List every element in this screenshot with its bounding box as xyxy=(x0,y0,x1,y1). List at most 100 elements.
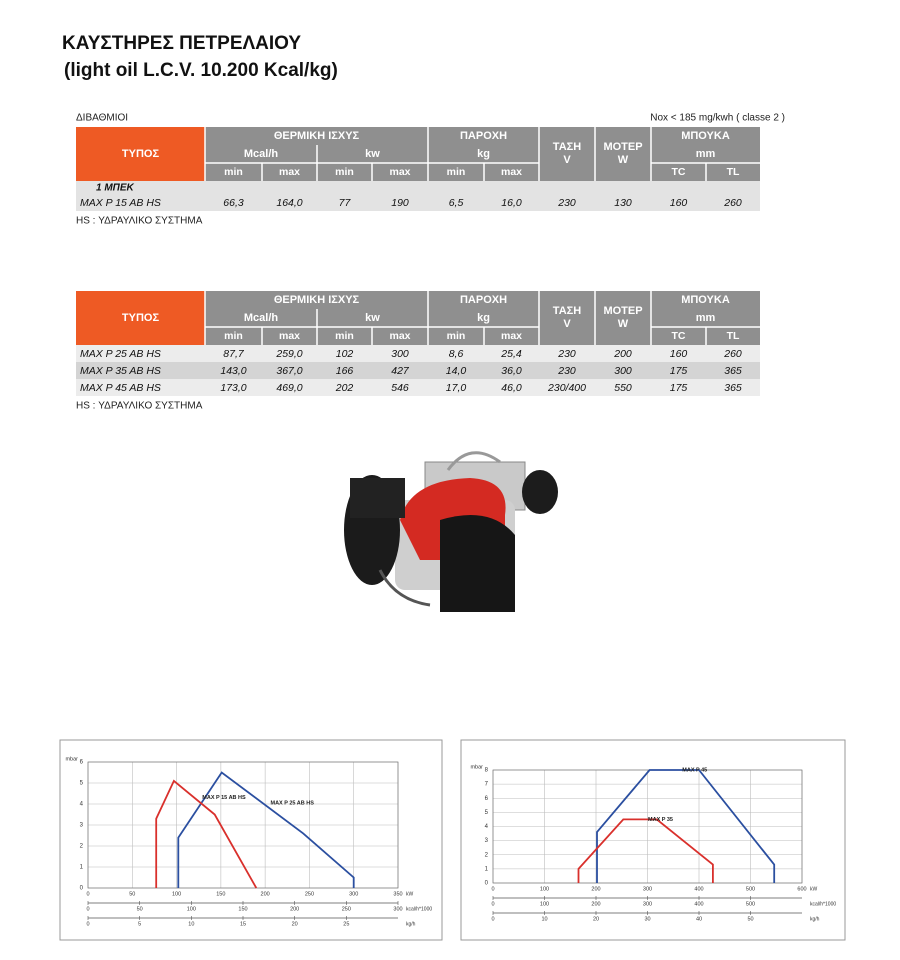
x-tick-label: 600 xyxy=(797,886,806,892)
x-tick-label: 50 xyxy=(137,906,143,912)
y-tick-label: 2 xyxy=(485,852,489,858)
series-label: MAX P 25 AB HS xyxy=(270,800,314,806)
x-axis-unit: kg/h xyxy=(406,921,416,927)
cell-value: 260 xyxy=(723,348,742,360)
cell-value: 87,7 xyxy=(223,348,245,360)
x-tick-label: 200 xyxy=(591,901,600,907)
series-line xyxy=(155,779,258,889)
cell-value: 190 xyxy=(391,197,409,209)
y-tick-label: 7 xyxy=(485,782,489,788)
row-background xyxy=(76,362,760,379)
y-tick-label: 1 xyxy=(485,866,489,872)
x-tick-label: 200 xyxy=(261,891,270,897)
cell-value: 77 xyxy=(339,197,352,209)
table-caption: ΔΙΒΑΘΜΙΟΙ xyxy=(76,113,128,124)
x-tick-label: 500 xyxy=(746,901,755,907)
x-tick-label: 0 xyxy=(491,901,494,907)
cell-value: 164,0 xyxy=(276,197,302,209)
series-label: MAX P 15 AB HS xyxy=(202,795,246,801)
series-line xyxy=(596,769,776,883)
header-text: ΠΑΡΟΧΗ xyxy=(460,130,507,142)
table-note: HS : ΥΔΡΑΥΛΙΚΟ ΣΥΣΤΗΜΑ xyxy=(76,401,203,412)
header-text: max xyxy=(279,330,300,342)
x-tick-label: 350 xyxy=(393,891,402,897)
model-name: MAX P 35 AB HS xyxy=(80,365,161,377)
y-tick-label: 5 xyxy=(485,810,489,816)
header-text: W xyxy=(618,154,629,166)
x-tick-label: 20 xyxy=(292,921,298,927)
x-tick-label: 300 xyxy=(643,886,652,892)
cell-value: 230 xyxy=(557,197,576,209)
header-text: TL xyxy=(727,330,740,342)
x-axis-unit: kW xyxy=(810,886,818,892)
header-text: max xyxy=(279,166,300,178)
header-text: min xyxy=(447,166,466,178)
header-text: V xyxy=(563,318,571,330)
header-text: ΜΠΟΥΚΑ xyxy=(681,130,730,142)
x-tick-label: 30 xyxy=(644,916,650,922)
subtitle: (light oil L.C.V. 10.200 Kcal/kg) xyxy=(64,60,338,81)
cell-value: 166 xyxy=(336,365,354,377)
row-background xyxy=(76,345,760,362)
cell-value: 260 xyxy=(723,197,742,209)
cell-value: 25,4 xyxy=(500,348,522,360)
series-label: MAX P 45 xyxy=(682,767,707,773)
x-tick-label: 500 xyxy=(746,886,755,892)
cell-value: 36,0 xyxy=(501,365,522,377)
cell-value: 175 xyxy=(670,365,688,377)
x-tick-label: 150 xyxy=(216,891,225,897)
x-tick-label: 150 xyxy=(238,906,247,912)
x-tick-label: 50 xyxy=(747,916,753,922)
cell-value: 365 xyxy=(724,365,742,377)
header-text: min xyxy=(224,166,243,178)
y-tick-label: 5 xyxy=(80,781,84,787)
y-tick-label: 8 xyxy=(485,768,489,774)
y-tick-label: 1 xyxy=(80,865,84,871)
x-tick-label: 10 xyxy=(188,921,194,927)
plot-border xyxy=(492,769,803,884)
cell-value: 200 xyxy=(613,348,632,360)
x-tick-label: 20 xyxy=(593,916,599,922)
y-axis-label: mbar xyxy=(470,764,483,770)
header-text: min xyxy=(335,166,354,178)
cell-value: 8,6 xyxy=(449,348,464,360)
x-tick-label: 0 xyxy=(86,891,89,897)
chart-frame xyxy=(59,739,443,941)
y-tick-label: 6 xyxy=(80,760,84,766)
cell-value: 230 xyxy=(557,365,576,377)
x-tick-label: 0 xyxy=(491,886,494,892)
y-tick-label: 3 xyxy=(485,838,489,844)
header-text: TC xyxy=(672,330,686,342)
header-text: Mcal/h xyxy=(244,312,279,324)
x-tick-label: 0 xyxy=(491,916,494,922)
header-cell xyxy=(205,127,760,181)
cell-value: 66,3 xyxy=(223,197,244,209)
header-text: kw xyxy=(365,312,380,324)
header-text: max xyxy=(389,330,410,342)
header-type-cell xyxy=(76,291,205,345)
header-text: ΘΕΡΜΙΚΗ ΙΣΧΥΣ xyxy=(274,130,360,142)
header-text: TC xyxy=(672,166,686,178)
header-text: ΤΥΠΟΣ xyxy=(122,148,160,160)
cell-value: 230/400 xyxy=(547,382,586,394)
cell-value: 14,0 xyxy=(446,365,467,377)
cell-value: 46,0 xyxy=(501,382,522,394)
header-text: ΤΑΣΗ xyxy=(553,305,581,317)
x-tick-label: 0 xyxy=(86,906,89,912)
x-tick-label: 300 xyxy=(643,901,652,907)
y-tick-label: 0 xyxy=(80,886,84,892)
header-text: ΘΕΡΜΙΚΗ ΙΣΧΥΣ xyxy=(274,294,360,306)
header-text: mm xyxy=(696,148,716,160)
x-tick-label: 100 xyxy=(540,901,549,907)
header-text: min xyxy=(224,330,243,342)
x-tick-label: 300 xyxy=(393,906,402,912)
cell-value: 230 xyxy=(557,348,576,360)
chart-frame xyxy=(460,739,846,941)
cell-value: 175 xyxy=(670,382,688,394)
cell-value: 469,0 xyxy=(276,382,302,394)
x-tick-label: 25 xyxy=(343,921,349,927)
cell-value: 6,5 xyxy=(449,197,464,209)
y-tick-label: 0 xyxy=(485,881,489,887)
x-tick-label: 15 xyxy=(240,921,246,927)
x-tick-label: 10 xyxy=(541,916,547,922)
